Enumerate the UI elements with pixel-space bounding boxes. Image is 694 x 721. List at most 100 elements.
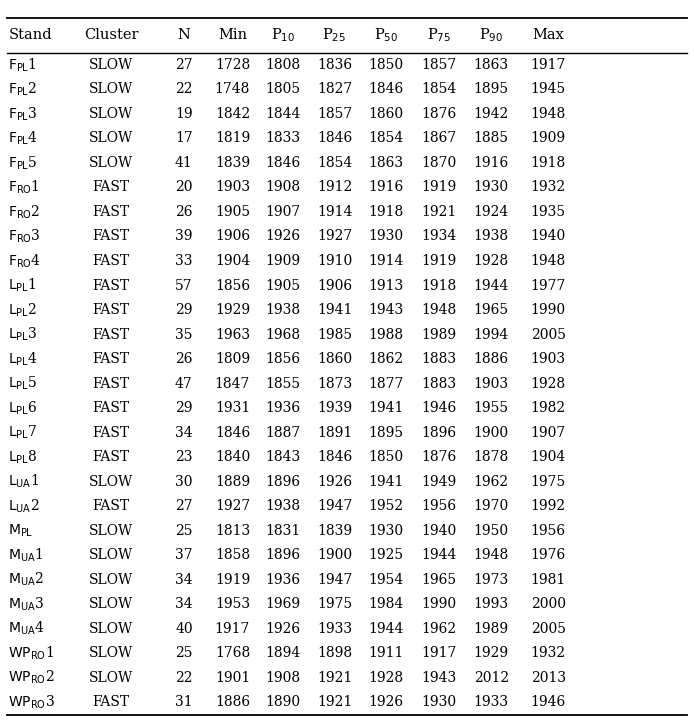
Text: 1965: 1965: [474, 303, 509, 317]
Text: 1914: 1914: [317, 205, 352, 219]
Text: $\mathsf{L}_{\mathsf{PL}}$5: $\mathsf{L}_{\mathsf{PL}}$5: [8, 375, 37, 392]
Text: $\mathsf{WP}_{\mathsf{RO}}$2: $\mathsf{WP}_{\mathsf{RO}}$2: [8, 669, 55, 686]
Text: 1921: 1921: [317, 695, 352, 709]
Text: 1938: 1938: [474, 229, 509, 244]
Text: 1945: 1945: [531, 82, 566, 97]
Text: 1947: 1947: [317, 499, 352, 513]
Text: 1963: 1963: [215, 327, 250, 342]
Text: 1929: 1929: [215, 303, 250, 317]
Text: 1857: 1857: [317, 107, 352, 121]
Text: 1863: 1863: [474, 58, 509, 72]
Text: 1942: 1942: [474, 107, 509, 121]
Text: 1886: 1886: [474, 352, 509, 366]
Text: 1855: 1855: [266, 376, 301, 391]
Text: 23: 23: [175, 450, 193, 464]
Text: 20: 20: [175, 180, 193, 195]
Text: 1809: 1809: [215, 352, 250, 366]
Text: 1840: 1840: [215, 450, 250, 464]
Text: 34: 34: [175, 572, 193, 587]
Text: 1898: 1898: [317, 646, 352, 660]
Text: 1876: 1876: [421, 107, 456, 121]
Text: 31: 31: [175, 695, 193, 709]
Text: 1982: 1982: [531, 401, 566, 415]
Text: 1908: 1908: [266, 180, 301, 195]
Text: 1913: 1913: [369, 278, 403, 293]
Text: 1990: 1990: [421, 597, 456, 611]
Text: 1933: 1933: [317, 622, 352, 636]
Text: 29: 29: [175, 401, 193, 415]
Text: 1846: 1846: [215, 425, 250, 440]
Text: 1953: 1953: [215, 597, 250, 611]
Text: P$_{90}$: P$_{90}$: [480, 27, 503, 44]
Text: 1944: 1944: [421, 548, 456, 562]
Text: $\mathsf{L}_{\mathsf{PL}}$6: $\mathsf{L}_{\mathsf{PL}}$6: [8, 399, 37, 417]
Text: FAST: FAST: [92, 352, 130, 366]
Text: 1981: 1981: [531, 572, 566, 587]
Text: $\mathsf{L}_{\mathsf{PL}}$2: $\mathsf{L}_{\mathsf{PL}}$2: [8, 301, 37, 319]
Text: 1931: 1931: [215, 401, 250, 415]
Text: 57: 57: [175, 278, 193, 293]
Text: 1843: 1843: [266, 450, 301, 464]
Text: 1833: 1833: [266, 131, 301, 146]
Text: 1924: 1924: [474, 205, 509, 219]
Text: 1938: 1938: [266, 303, 301, 317]
Text: $\mathsf{F}_{\mathsf{RO}}$3: $\mathsf{F}_{\mathsf{RO}}$3: [8, 228, 41, 245]
Text: $\mathsf{F}_{\mathsf{PL}}$4: $\mathsf{F}_{\mathsf{PL}}$4: [8, 130, 38, 147]
Text: 1948: 1948: [531, 107, 566, 121]
Text: 1842: 1842: [215, 107, 250, 121]
Text: $\mathsf{L}_{\mathsf{PL}}$1: $\mathsf{L}_{\mathsf{PL}}$1: [8, 277, 37, 294]
Text: 1917: 1917: [215, 622, 250, 636]
Text: 1936: 1936: [266, 401, 301, 415]
Text: 1939: 1939: [317, 401, 352, 415]
Text: 1909: 1909: [266, 254, 301, 268]
Text: 1856: 1856: [215, 278, 250, 293]
Text: 1926: 1926: [369, 695, 403, 709]
Text: 1932: 1932: [531, 646, 566, 660]
Text: 1952: 1952: [369, 499, 403, 513]
Text: 1927: 1927: [317, 229, 352, 244]
Text: $\mathsf{M}_{\mathsf{UA}}$3: $\mathsf{M}_{\mathsf{UA}}$3: [8, 596, 44, 613]
Text: 1938: 1938: [266, 499, 301, 513]
Text: 1904: 1904: [215, 254, 250, 268]
Text: 1934: 1934: [421, 229, 456, 244]
Text: 1968: 1968: [266, 327, 301, 342]
Text: 1930: 1930: [474, 180, 509, 195]
Text: 1984: 1984: [369, 597, 403, 611]
Text: 1948: 1948: [474, 548, 509, 562]
Text: 1854: 1854: [369, 131, 403, 146]
Text: 1860: 1860: [369, 107, 403, 121]
Text: 1926: 1926: [266, 622, 301, 636]
Text: 1905: 1905: [215, 205, 250, 219]
Text: 1917: 1917: [421, 646, 456, 660]
Text: $\mathsf{WP}_{\mathsf{RO}}$3: $\mathsf{WP}_{\mathsf{RO}}$3: [8, 694, 55, 711]
Text: 1912: 1912: [317, 180, 352, 195]
Text: FAST: FAST: [92, 499, 130, 513]
Text: 1906: 1906: [317, 278, 352, 293]
Text: 1862: 1862: [369, 352, 403, 366]
Text: 1989: 1989: [474, 622, 509, 636]
Text: 1836: 1836: [317, 58, 352, 72]
Text: 19: 19: [175, 107, 193, 121]
Text: 1948: 1948: [421, 303, 456, 317]
Text: FAST: FAST: [92, 376, 130, 391]
Text: 1905: 1905: [266, 278, 301, 293]
Text: 1808: 1808: [266, 58, 301, 72]
Text: 30: 30: [175, 474, 193, 489]
Text: 1946: 1946: [421, 401, 456, 415]
Text: 1943: 1943: [421, 671, 456, 685]
Text: $\mathsf{M}_{\mathsf{UA}}$4: $\mathsf{M}_{\mathsf{UA}}$4: [8, 620, 45, 637]
Text: 1889: 1889: [215, 474, 250, 489]
Text: 1839: 1839: [317, 523, 352, 538]
Text: 1948: 1948: [531, 254, 566, 268]
Text: 29: 29: [175, 303, 193, 317]
Text: 1955: 1955: [474, 401, 509, 415]
Text: 1857: 1857: [421, 58, 456, 72]
Text: Min: Min: [218, 28, 247, 43]
Text: 25: 25: [175, 523, 193, 538]
Text: 1919: 1919: [421, 180, 456, 195]
Text: $\mathsf{L}_{\mathsf{PL}}$4: $\mathsf{L}_{\mathsf{PL}}$4: [8, 350, 38, 368]
Text: 1928: 1928: [474, 254, 509, 268]
Text: 1858: 1858: [215, 548, 250, 562]
Text: 1989: 1989: [421, 327, 456, 342]
Text: 1873: 1873: [317, 376, 352, 391]
